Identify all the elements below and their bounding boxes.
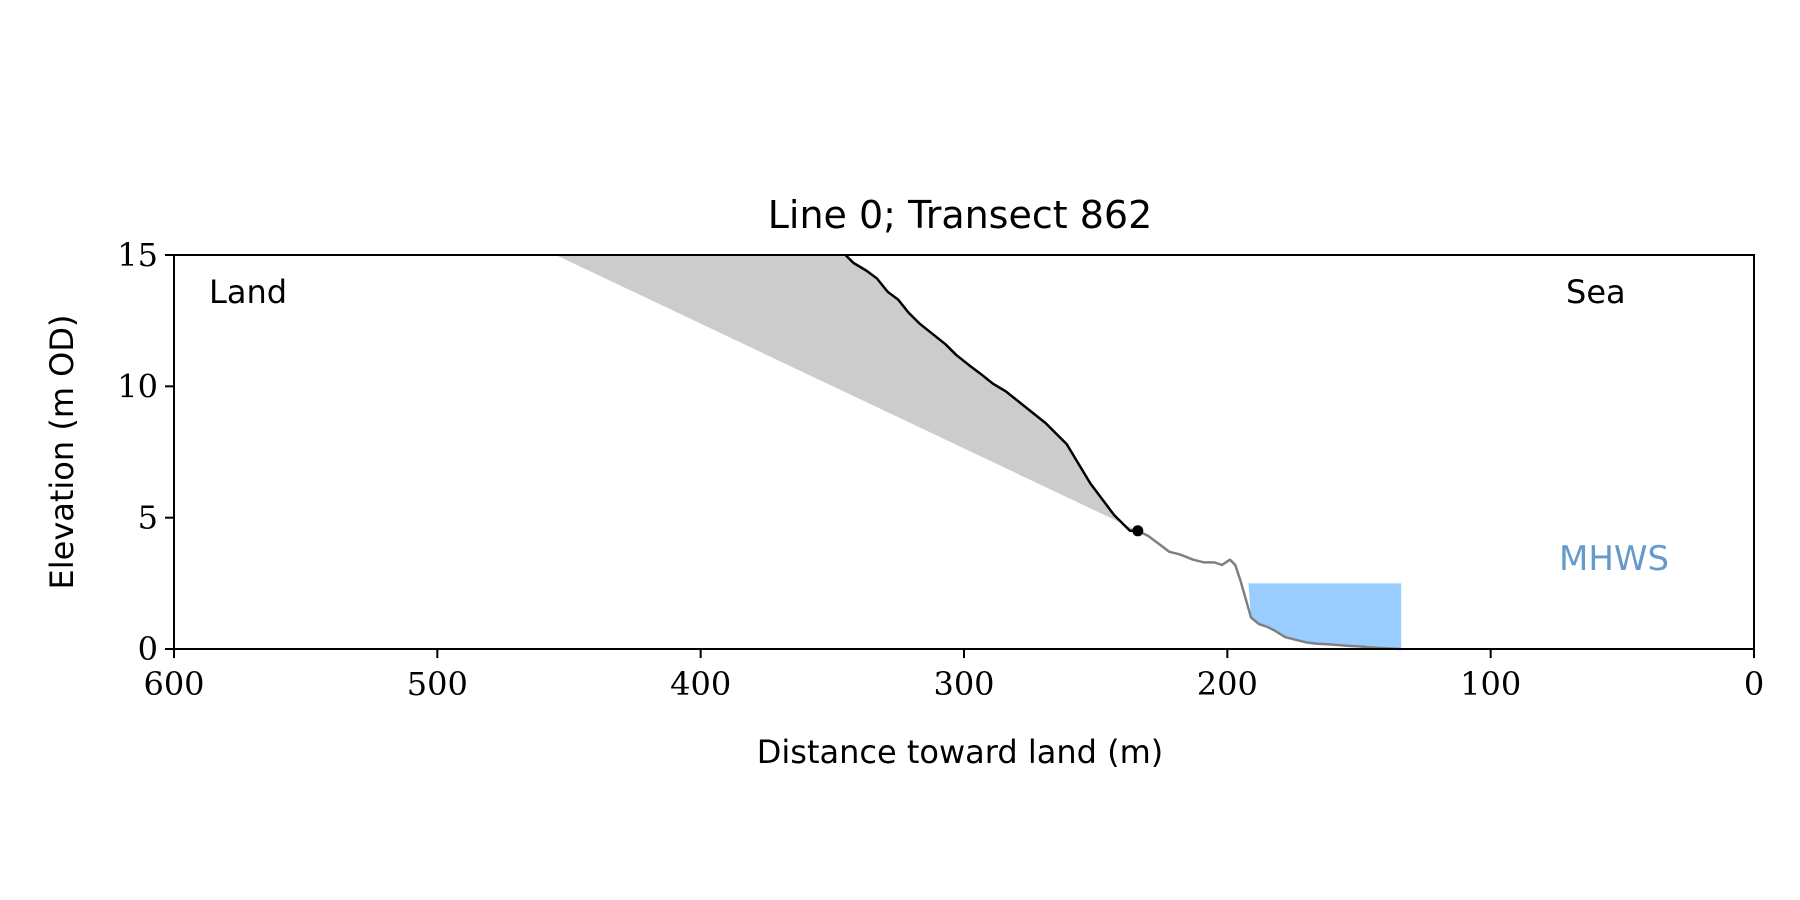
y-axis-label: Elevation (m OD) [43,315,81,590]
x-tick-label: 200 [1197,665,1258,703]
x-tick-label: 500 [407,665,468,703]
profile-line-seaward [1137,529,1402,651]
x-axis-label: Distance toward land (m) [757,733,1163,771]
cliff-toe-point [1132,525,1144,537]
axis-ticks: 600 500 400 300 200 100 0 0 5 10 15 [117,236,1764,703]
x-tick-label: 300 [933,665,994,703]
plot-layer [555,254,1402,651]
shaded-region [555,255,1138,531]
x-tick-label: 600 [143,665,204,703]
mhws-water-fill [1248,583,1402,649]
cliff-profile-line [844,254,1138,533]
x-tick-label: 400 [670,665,731,703]
x-tick-label: 0 [1744,665,1764,703]
x-tick-label: 100 [1460,665,1521,703]
sea-label: Sea [1566,273,1626,311]
y-tick-label: 5 [138,499,158,537]
plot-frame [173,254,1755,650]
y-tick-label: 0 [138,630,158,668]
y-tick-label: 15 [117,236,158,274]
land-label: Land [209,273,287,311]
mhws-label: MHWS [1559,539,1669,579]
y-tick-label: 10 [117,367,158,405]
chart-title: Line 0; Transect 862 [768,193,1153,237]
